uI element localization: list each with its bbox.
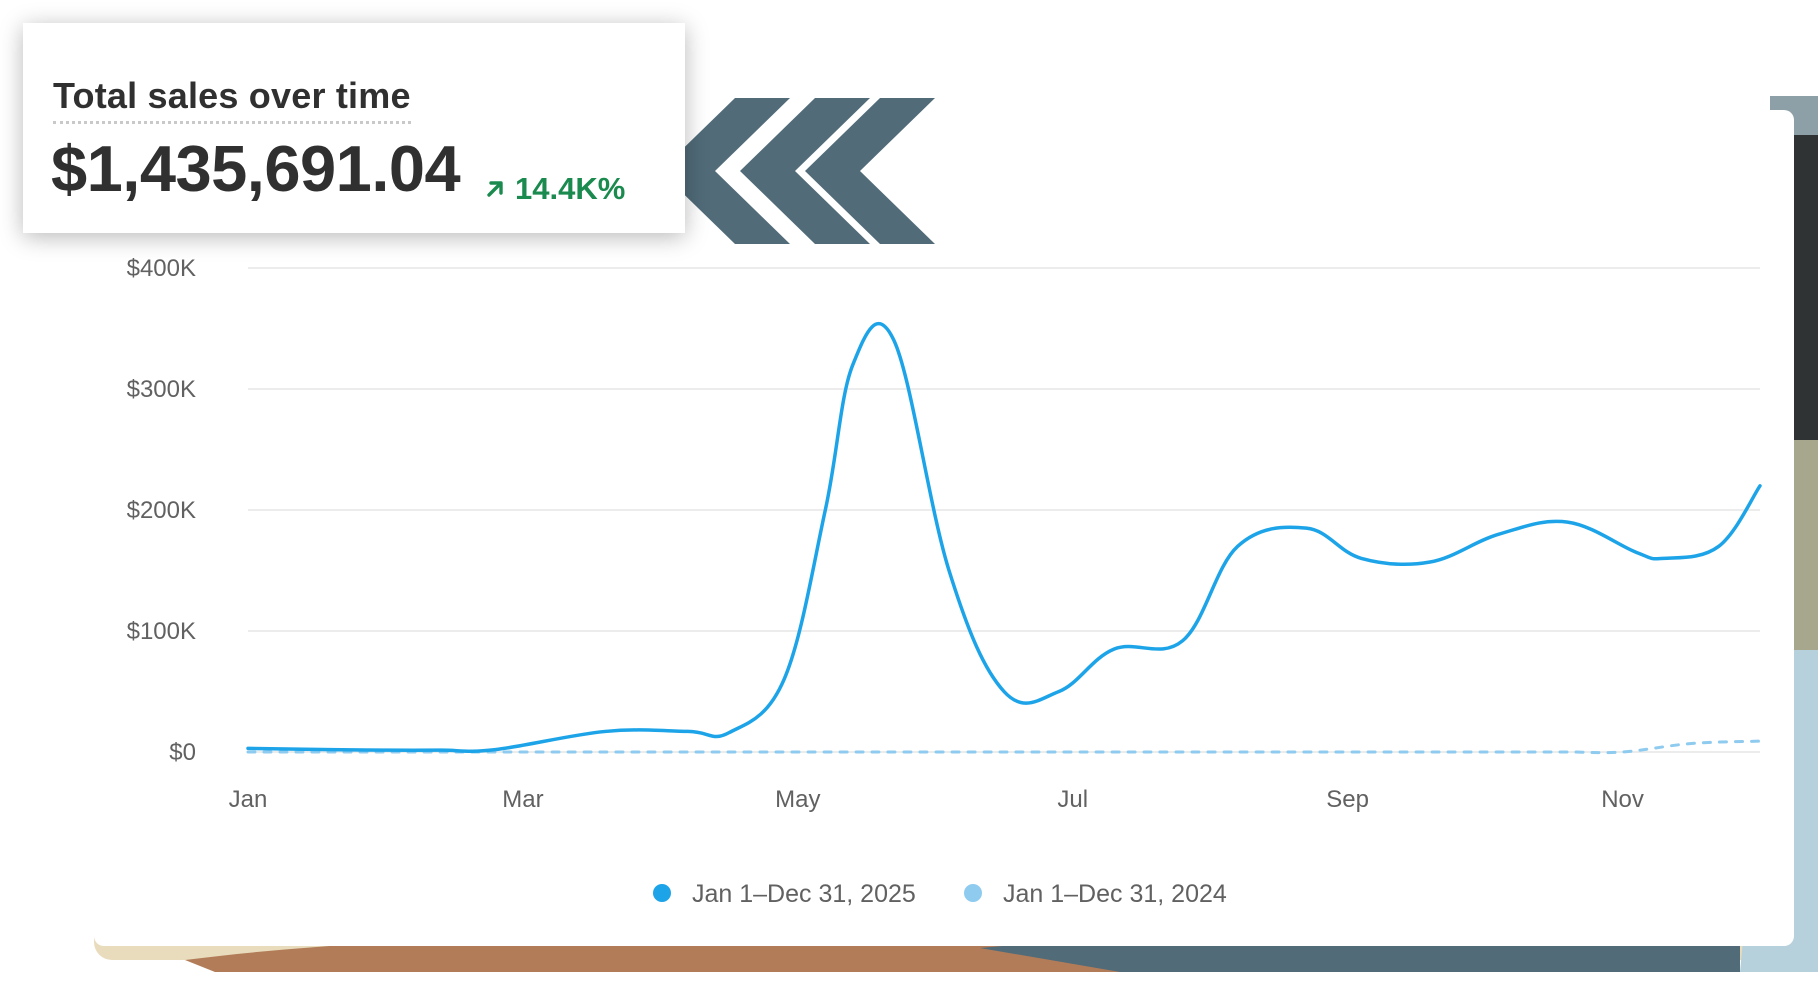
x-tick-label: May (775, 786, 820, 813)
series-line-2024[interactable] (246, 739, 1762, 755)
legend[interactable]: Jan 1–Dec 31, 2025 Jan 1–Dec 31, 2024 (653, 880, 1227, 908)
x-tick-label: Mar (502, 786, 543, 813)
change-badge: 14.4K% (483, 171, 625, 207)
x-axis-ticks: Jan Mar May Jul Sep Nov (229, 786, 1644, 813)
card-title[interactable]: Total sales over time (53, 75, 411, 124)
total-sales-value: $1,435,691.04 (51, 132, 461, 205)
legend-item-2024[interactable]: Jan 1–Dec 31, 2024 (964, 880, 1227, 908)
legend-item-2025[interactable]: Jan 1–Dec 31, 2025 (653, 880, 916, 908)
legend-label: Jan 1–Dec 31, 2025 (692, 880, 916, 908)
y-tick-label: $400K (127, 255, 196, 282)
change-percent: 14.4K% (515, 171, 626, 206)
series-line-2025[interactable] (246, 322, 1762, 753)
chevron-1 (660, 98, 790, 244)
y-tick-label: $300K (127, 376, 196, 403)
y-tick-label: $0 (169, 739, 196, 766)
y-axis-ticks: $0 $100K $200K $300K $400K (127, 255, 196, 766)
chart-card-bg (94, 110, 1794, 946)
chevron-2 (740, 98, 870, 244)
legend-swatch (964, 884, 982, 902)
legend-swatch (653, 884, 671, 902)
y-tick-label: $200K (127, 497, 196, 524)
legend-label: Jan 1–Dec 31, 2024 (1003, 880, 1227, 908)
arrow-up-right-icon (487, 181, 503, 197)
x-tick-label: Jul (1057, 786, 1088, 813)
summary-card: Total sales over time $1,435,691.04 14.4… (23, 23, 685, 233)
y-tick-label: $100K (127, 618, 196, 645)
x-tick-label: Sep (1326, 786, 1369, 813)
x-tick-label: Nov (1601, 786, 1644, 813)
chevron-3 (805, 98, 935, 244)
x-tick-label: Jan (229, 786, 268, 813)
chevron-decoration (660, 98, 935, 244)
series-lines (246, 322, 1762, 755)
